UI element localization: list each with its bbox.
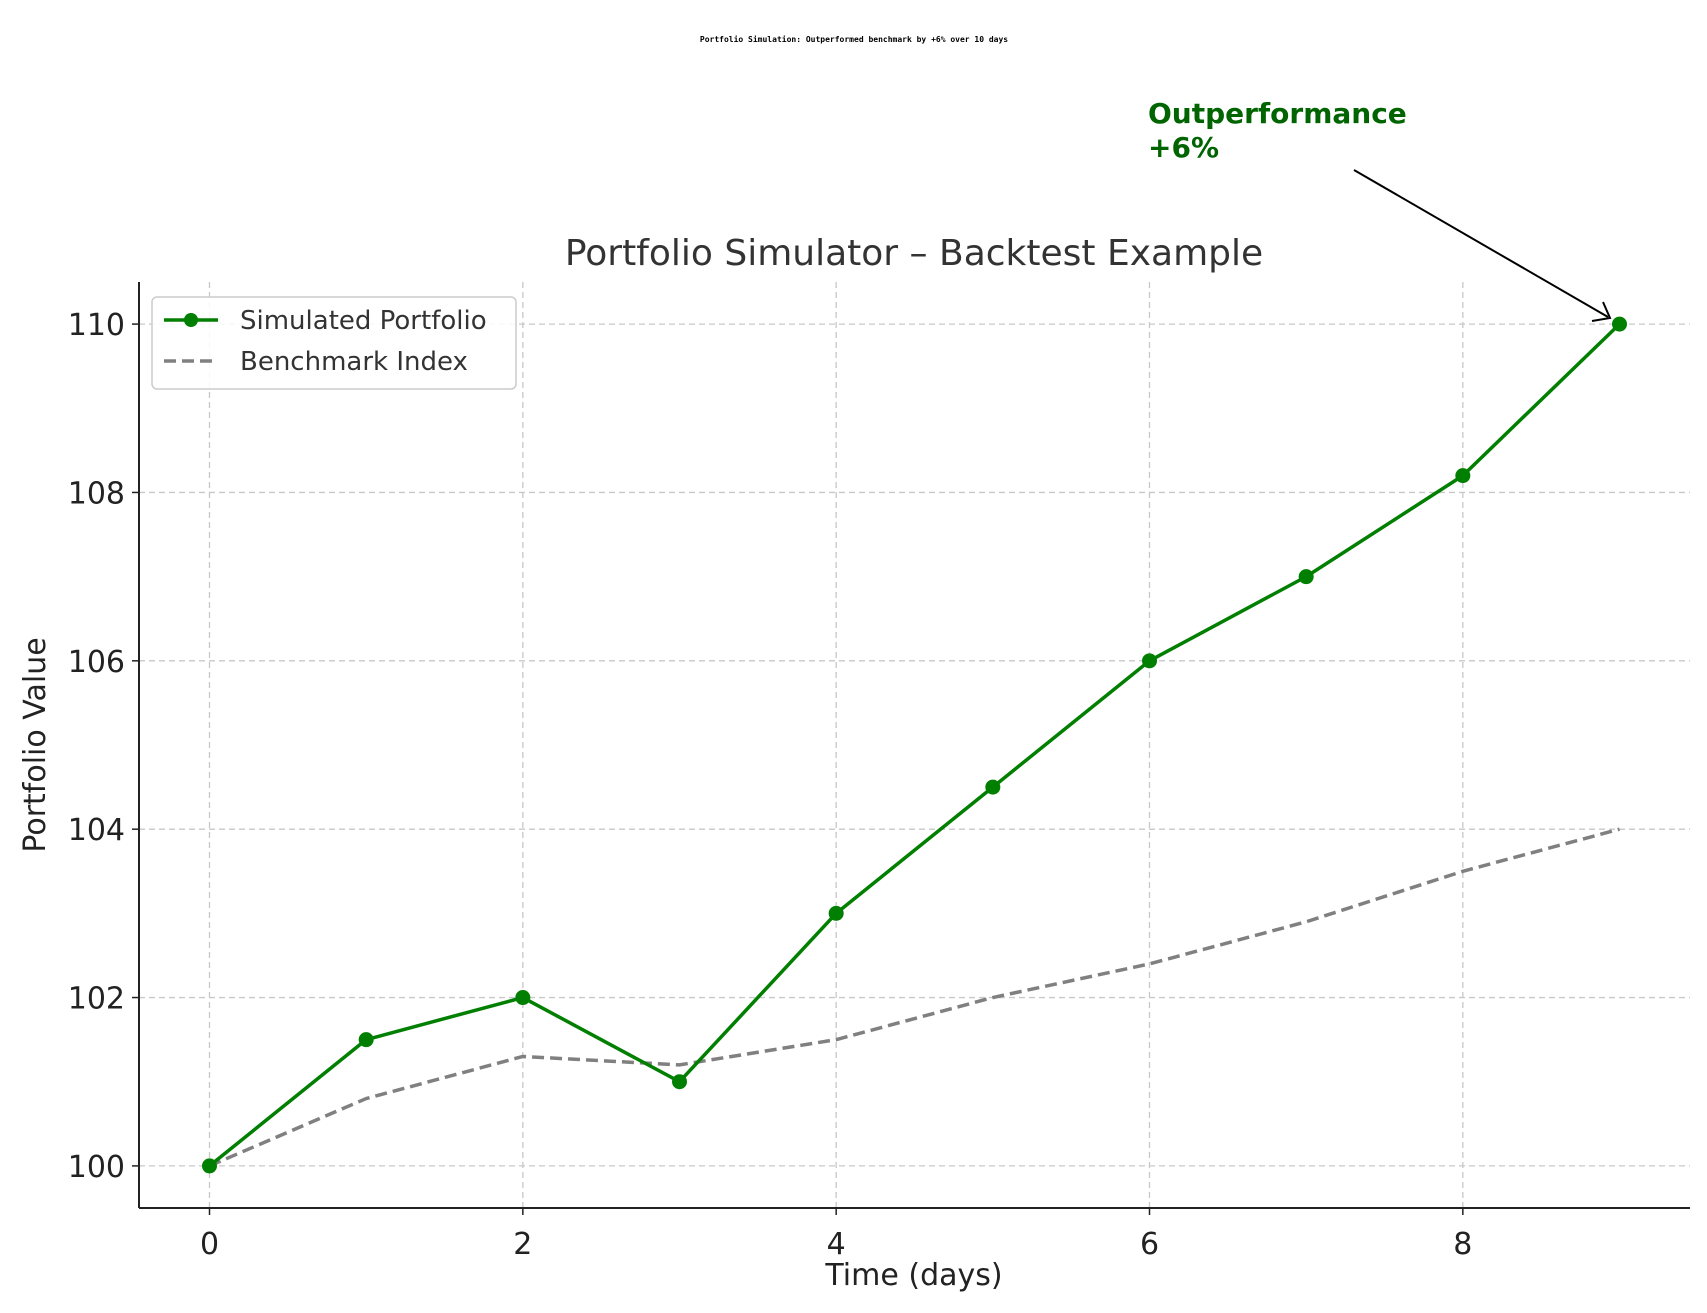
y-tick-label: 110 [68, 308, 125, 343]
legend-label-simulated-portfolio: Simulated Portfolio [240, 306, 487, 336]
series-line-benchmark-index [208, 827, 1620, 1168]
grid-layer [139, 282, 1690, 1208]
data-point-simulated-portfolio [672, 1074, 687, 1090]
data-point-simulated-portfolio [1612, 316, 1627, 332]
y-tick-label: 100 [68, 1150, 125, 1185]
legend-marker-simulated-portfolio [184, 313, 198, 327]
y-tick-label: 106 [68, 645, 125, 680]
legend: Simulated Portfolio Benchmark Index [151, 296, 517, 390]
chart-title: Portfolio Simulator – Backtest Example [565, 233, 1263, 274]
legend-label-benchmark-index: Benchmark Index [240, 347, 468, 377]
x-tick-label: 0 [200, 1227, 219, 1262]
annotation-line-1: Outperformance [1148, 97, 1407, 130]
data-point-simulated-portfolio [358, 1032, 374, 1048]
x-tick-label: 8 [1453, 1227, 1472, 1262]
data-point-simulated-portfolio [828, 905, 844, 921]
x-tick-label: 4 [827, 1227, 846, 1262]
data-point-simulated-portfolio [1142, 653, 1157, 669]
legend-box [151, 296, 517, 390]
x-axis-label: Time (days) [824, 1258, 1002, 1293]
chart-caption: Portfolio Simulation: Outperformed bench… [700, 34, 1008, 44]
axes-layer [138, 282, 1690, 1209]
x-tick-label: 2 [513, 1227, 532, 1262]
y-tick-label: 102 [68, 982, 125, 1017]
data-point-simulated-portfolio [1298, 569, 1314, 585]
series-line-simulated-portfolio [208, 322, 1621, 1168]
annotation-line-2: +6% [1148, 131, 1219, 164]
ticks-layer: 0 2 4 6 8 100 102 104 106 108 110 [68, 308, 1473, 1262]
outperformance-annotation: Outperformance +6% [1148, 97, 1612, 322]
series-layer [202, 316, 1627, 1174]
annotation-arrow [1353, 169, 1609, 318]
data-point-simulated-portfolio [1455, 468, 1471, 484]
data-point-simulated-portfolio [985, 779, 1001, 795]
annotation-arrowhead [1591, 301, 1612, 322]
y-tick-label: 108 [68, 476, 125, 511]
data-point-simulated-portfolio [202, 1158, 217, 1174]
y-axis-label: Portfolio Value [18, 637, 53, 852]
y-tick-label: 104 [68, 813, 125, 848]
x-tick-label: 6 [1140, 1227, 1159, 1262]
data-point-simulated-portfolio [515, 990, 531, 1006]
